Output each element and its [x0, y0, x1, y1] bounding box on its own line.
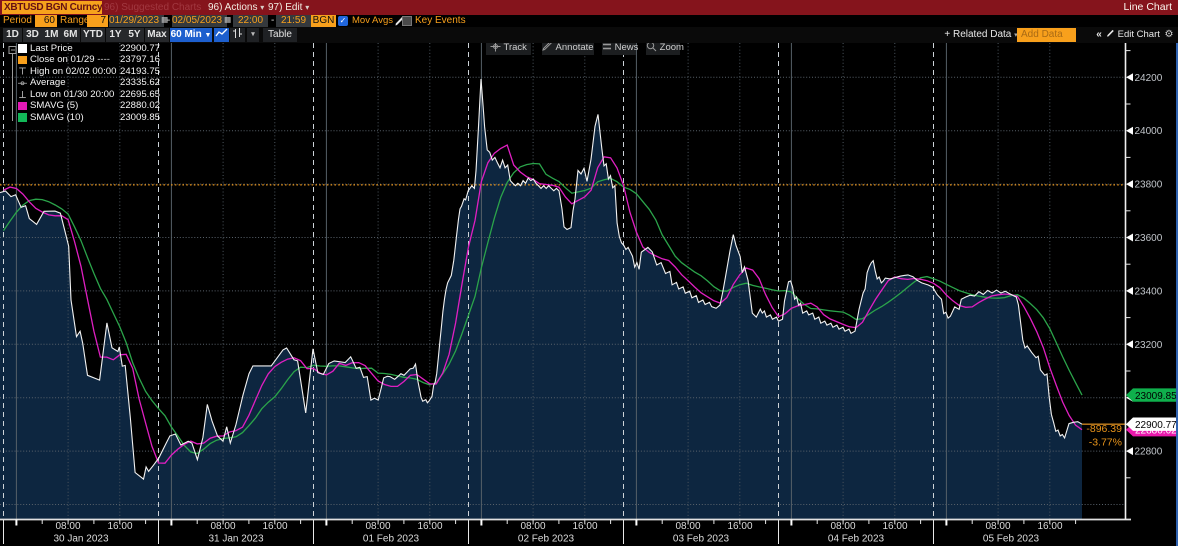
svg-text:01 Feb 2023: 01 Feb 2023 — [363, 534, 420, 545]
svg-text:08:00: 08:00 — [210, 521, 235, 532]
svg-text:23009.85: 23009.85 — [1135, 391, 1177, 402]
svg-text:03 Feb 2023: 03 Feb 2023 — [673, 534, 730, 545]
svg-text:23600: 23600 — [1135, 233, 1163, 244]
svg-text:22900.77: 22900.77 — [1135, 420, 1177, 431]
svg-text:30 Jan 2023: 30 Jan 2023 — [53, 534, 108, 545]
svg-text:31 Jan 2023: 31 Jan 2023 — [208, 534, 263, 545]
svg-text:24200: 24200 — [1135, 73, 1163, 84]
svg-text:16:00: 16:00 — [727, 521, 752, 532]
svg-text:08:00: 08:00 — [985, 521, 1010, 532]
svg-text:08:00: 08:00 — [365, 521, 390, 532]
svg-text:-3.77%: -3.77% — [1089, 437, 1122, 449]
svg-text:16:00: 16:00 — [882, 521, 907, 532]
svg-text:24000: 24000 — [1135, 126, 1163, 137]
svg-text:04 Feb 2023: 04 Feb 2023 — [828, 534, 885, 545]
svg-text:23200: 23200 — [1135, 340, 1163, 351]
svg-text:16:00: 16:00 — [572, 521, 597, 532]
svg-text:-896.39: -896.39 — [1086, 423, 1122, 435]
svg-text:16:00: 16:00 — [417, 521, 442, 532]
svg-text:22880.02: 22880.02 — [1135, 426, 1177, 437]
svg-text:08:00: 08:00 — [55, 521, 80, 532]
svg-text:08:00: 08:00 — [675, 521, 700, 532]
svg-text:16:00: 16:00 — [107, 521, 132, 532]
svg-text:22800: 22800 — [1135, 447, 1163, 458]
svg-text:23800: 23800 — [1135, 180, 1163, 191]
svg-text:16:00: 16:00 — [1037, 521, 1062, 532]
svg-text:08:00: 08:00 — [830, 521, 855, 532]
svg-text:05 Feb 2023: 05 Feb 2023 — [983, 534, 1040, 545]
svg-text:08:00: 08:00 — [520, 521, 545, 532]
svg-text:23400: 23400 — [1135, 286, 1163, 297]
svg-text:16:00: 16:00 — [262, 521, 287, 532]
svg-text:02 Feb 2023: 02 Feb 2023 — [518, 534, 575, 545]
